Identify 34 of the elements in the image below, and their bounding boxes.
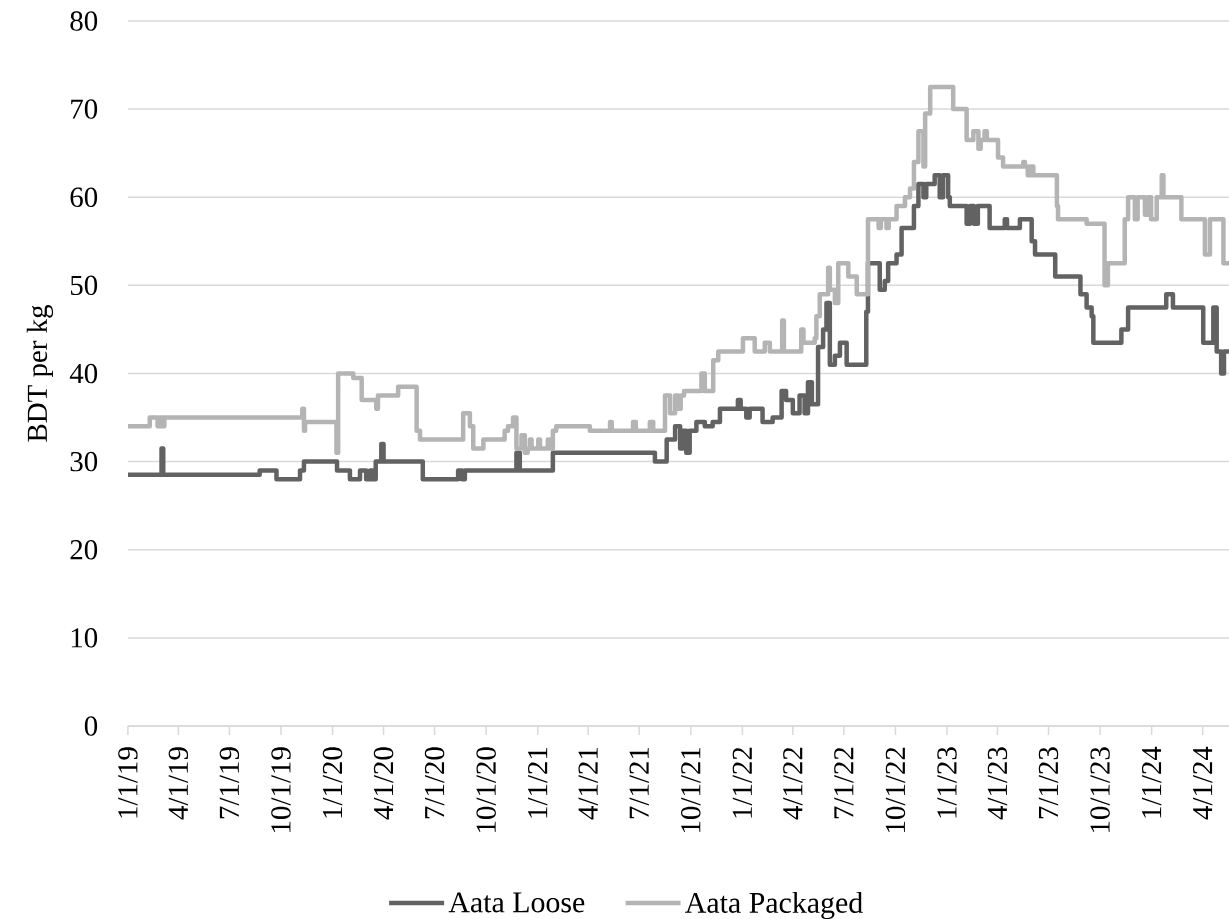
y-tick-label: 10 bbox=[71, 628, 98, 648]
x-tick-label: 1/1/21 bbox=[528, 747, 548, 818]
y-tick-label: 80 bbox=[70, 11, 98, 31]
x-tick-label: 7/1/19 bbox=[219, 747, 240, 819]
x-tick-label: 4/1/24 bbox=[1192, 746, 1213, 820]
x-tick-label: 4/1/21 bbox=[578, 747, 598, 820]
legend-label: Aata Loose bbox=[448, 892, 585, 913]
x-tick-label: 10/1/21 bbox=[681, 747, 701, 832]
y-axis-title: BDT per kg bbox=[26, 305, 54, 442]
x-tick-label: 10/1/22 bbox=[885, 747, 906, 832]
x-tick-label: 1/1/20 bbox=[322, 747, 343, 818]
x-tick-label: 7/1/20 bbox=[424, 747, 445, 819]
x-tick-label: 7/1/22 bbox=[834, 747, 854, 819]
x-tick-label: 10/1/23 bbox=[1090, 747, 1110, 832]
x-tick-label: 1/1/23 bbox=[937, 747, 957, 818]
y-tick-label: 60 bbox=[70, 187, 98, 207]
y-tick-label: 30 bbox=[70, 451, 98, 472]
y-tick-label: 20 bbox=[70, 540, 98, 560]
x-tick-label: 7/1/21 bbox=[629, 747, 649, 819]
x-tick-label: 10/1/19 bbox=[271, 747, 291, 832]
x-tick-label: 1/1/19 bbox=[118, 747, 138, 818]
x-tick-label: 4/1/23 bbox=[987, 747, 1008, 820]
y-tick-label: 0 bbox=[84, 716, 98, 736]
x-tick-label: 4/1/19 bbox=[168, 747, 189, 820]
x-tick-label: 1/1/24 bbox=[1141, 746, 1162, 818]
x-tick-label: 4/1/20 bbox=[373, 747, 394, 820]
y-tick-label: 50 bbox=[70, 275, 98, 296]
x-tick-label: 4/1/22 bbox=[783, 747, 803, 820]
legend-label: Aata Packaged bbox=[685, 891, 863, 919]
x-tick-label: 1/1/22 bbox=[732, 747, 753, 818]
y-tick-label: 40 bbox=[69, 363, 98, 384]
y-tick-label: 70 bbox=[71, 99, 98, 119]
x-tick-label: 10/1/20 bbox=[476, 747, 496, 832]
x-tick-label: 7/1/23 bbox=[1038, 747, 1059, 819]
